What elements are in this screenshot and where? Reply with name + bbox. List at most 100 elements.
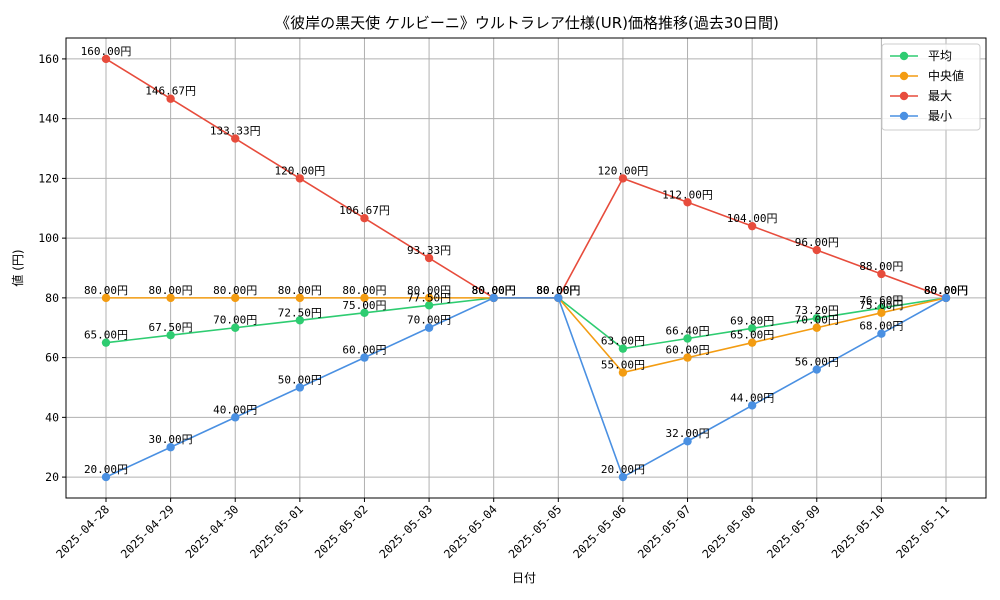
data-label: 73.20円 bbox=[795, 304, 839, 317]
series-平均-point bbox=[166, 331, 175, 340]
series-中央値-point bbox=[360, 293, 369, 303]
series-中央値-point bbox=[231, 293, 240, 303]
series-中央値-point bbox=[101, 293, 111, 303]
series-最大-point bbox=[877, 269, 886, 279]
data-label: 80.00円 bbox=[536, 284, 580, 297]
data-label: 70.00円 bbox=[795, 314, 839, 327]
series-最小-point bbox=[812, 365, 821, 374]
data-label: 67.50円 bbox=[149, 321, 193, 334]
series-最大-point bbox=[360, 214, 369, 223]
y-tick-label: 140 bbox=[38, 112, 59, 126]
series-最小-point bbox=[424, 323, 434, 332]
series-中央値-point bbox=[812, 323, 821, 332]
legend-box bbox=[881, 43, 981, 131]
data-label: 65.00円 bbox=[84, 329, 128, 342]
series-中央値-point bbox=[618, 368, 628, 377]
series-最小-point bbox=[554, 293, 563, 303]
x-tick-label: 2025-05-06 bbox=[570, 502, 629, 561]
series-中央値-point bbox=[166, 293, 175, 303]
y-tick-label: 100 bbox=[38, 231, 59, 245]
data-label: 112.00円 bbox=[662, 188, 713, 201]
data-label: 104.00円 bbox=[727, 212, 778, 225]
x-tick-label: 2025-05-10 bbox=[829, 502, 888, 561]
data-label: 68.00円 bbox=[859, 320, 903, 333]
data-label: 75.00円 bbox=[859, 299, 903, 312]
y-tick-label: 20 bbox=[45, 470, 59, 484]
data-label: 80.00円 bbox=[536, 284, 580, 297]
data-label: 76.60円 bbox=[859, 294, 903, 307]
plot-frame bbox=[65, 37, 987, 499]
x-axis-ticks: 2025-04-28 2025-04-29 2025-04-30 2025-05-01… bbox=[53, 498, 952, 561]
series-最小-point bbox=[747, 401, 757, 410]
y-axis-label: 値 (円) bbox=[10, 249, 25, 286]
legend-marker bbox=[899, 111, 909, 121]
legend-marker bbox=[899, 91, 909, 101]
series-最小-point bbox=[166, 443, 175, 452]
data-label: 30.00円 bbox=[149, 433, 193, 446]
x-tick-label: 2025-05-02 bbox=[312, 502, 371, 561]
data-label: 44.00円 bbox=[730, 391, 774, 404]
data-labels: 65.00円67.50円70.00円72.50円75.00円77.50円80.0… bbox=[81, 45, 968, 476]
series-最小-line bbox=[105, 297, 947, 479]
y-tick-label: 160 bbox=[38, 52, 59, 66]
y-tick-label: 120 bbox=[38, 171, 59, 185]
series-平均-point bbox=[295, 316, 305, 325]
x-axis-label: 日付 bbox=[512, 571, 536, 585]
series-中央値-point bbox=[295, 293, 305, 303]
data-label: 80.00円 bbox=[407, 284, 451, 297]
series-最大-point bbox=[231, 134, 240, 143]
series-平均-point bbox=[683, 334, 692, 343]
series-最大-point bbox=[424, 253, 434, 263]
series-最小-point bbox=[231, 413, 240, 422]
x-tick-label: 2025-05-05 bbox=[506, 502, 565, 561]
data-label: 80.00円 bbox=[472, 284, 516, 297]
series-最大-point bbox=[683, 198, 692, 207]
data-label: 20.00円 bbox=[601, 463, 645, 476]
data-label: 80.00円 bbox=[84, 284, 128, 297]
x-tick-label: 2025-05-11 bbox=[893, 502, 952, 561]
data-label: 70.00円 bbox=[213, 314, 257, 327]
x-tick-label: 2025-05-08 bbox=[699, 502, 758, 561]
series-最小-point bbox=[101, 472, 111, 482]
series-group bbox=[101, 54, 951, 482]
series-最大-point bbox=[166, 94, 175, 103]
legend-entry: 最小 bbox=[928, 109, 952, 123]
legend-entry: 平均 bbox=[928, 49, 952, 63]
data-label: 77.50円 bbox=[407, 291, 451, 304]
x-tick-label: 2025-04-29 bbox=[118, 502, 177, 561]
series-平均-point bbox=[618, 344, 628, 353]
data-label: 20.00円 bbox=[84, 463, 128, 476]
data-label: 120.00円 bbox=[274, 164, 325, 177]
series-最小-point bbox=[489, 293, 498, 303]
y-tick-label: 60 bbox=[45, 351, 59, 365]
data-label: 80.00円 bbox=[149, 284, 193, 297]
legend-marker bbox=[899, 51, 909, 61]
data-label: 70.00円 bbox=[407, 314, 451, 327]
data-label: 80.00円 bbox=[536, 284, 580, 297]
x-tick-label: 2025-05-09 bbox=[764, 502, 823, 561]
series-最大-point bbox=[295, 174, 305, 183]
series-平均-point bbox=[747, 324, 757, 333]
data-label: 80.00円 bbox=[278, 284, 322, 297]
chart-title: 《彼岸の黒天使 ケルビーニ》ウルトラレア仕様(UR)価格推移(過去30日間) bbox=[275, 14, 779, 32]
series-平均-point bbox=[231, 323, 240, 332]
series-最小-point bbox=[295, 383, 305, 392]
series-中央値-point bbox=[424, 293, 434, 303]
x-tick-label: 2025-05-01 bbox=[247, 502, 306, 561]
data-label: 32.00円 bbox=[665, 427, 709, 440]
grid-lines bbox=[66, 38, 986, 498]
data-label: 80.00円 bbox=[924, 284, 968, 297]
x-tick-label: 2025-05-07 bbox=[635, 502, 694, 561]
series-最大-point bbox=[101, 54, 111, 64]
data-label: 56.00円 bbox=[795, 356, 839, 369]
data-label: 40.00円 bbox=[213, 403, 257, 416]
data-label: 55.00円 bbox=[601, 359, 645, 372]
series-平均-point bbox=[101, 338, 111, 347]
x-tick-label: 2025-04-30 bbox=[182, 502, 241, 561]
data-label: 72.50円 bbox=[278, 306, 322, 319]
y-tick-label: 80 bbox=[45, 291, 59, 305]
data-label: 133.33円 bbox=[210, 125, 261, 138]
series-平均-point bbox=[360, 308, 369, 318]
